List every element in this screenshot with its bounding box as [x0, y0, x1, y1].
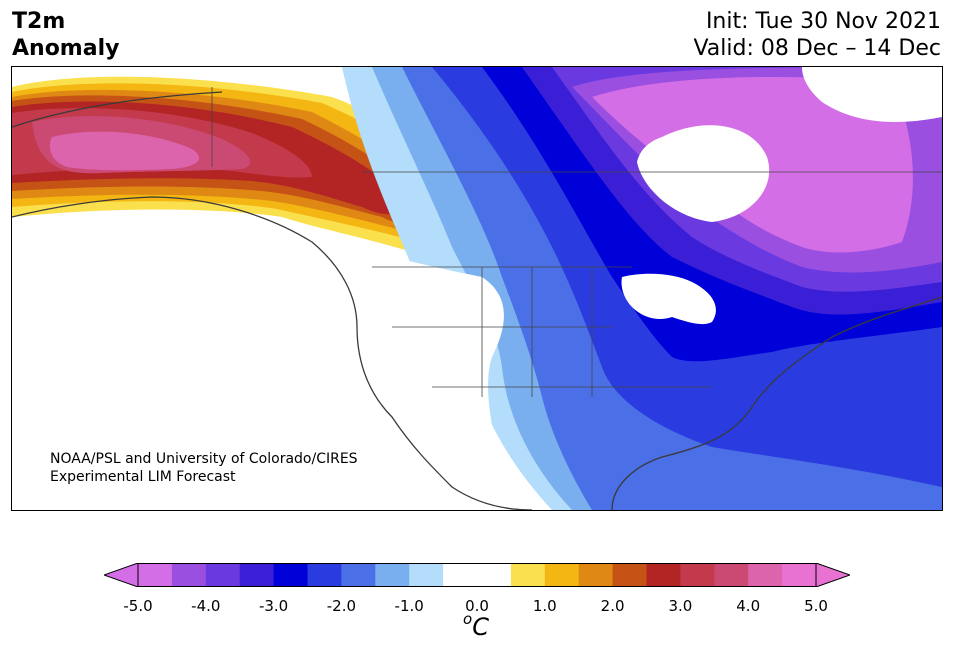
arctic-water	[802, 67, 942, 122]
colorbar-svg	[104, 563, 850, 587]
colorbar-unit: oC	[463, 610, 489, 641]
colorbar-segment	[510, 563, 546, 587]
colorbar-segment	[748, 563, 783, 587]
great-lakes	[621, 273, 716, 325]
map-title: T2m Anomaly	[12, 8, 119, 62]
colorbar-segment	[239, 563, 275, 587]
unit-label: C	[472, 613, 489, 641]
colorbar-segment	[273, 563, 308, 587]
map-canvas	[12, 67, 942, 510]
init-date: Init: Tue 30 Nov 2021	[705, 9, 941, 34]
colorbar-segment	[375, 563, 410, 587]
colorbar-segment	[443, 563, 478, 587]
colorbar-outline	[137, 563, 817, 587]
state-borders	[211, 87, 942, 397]
colorbar-tick-label: -3.0	[258, 597, 289, 615]
hudson-bay	[637, 125, 770, 222]
colorbar-tick-label: 0.0	[465, 597, 489, 615]
colorbar-segment	[782, 563, 817, 587]
colorbar-segment	[578, 563, 614, 587]
colorbar-segment	[341, 563, 376, 587]
colorbar-tick-label: -1.0	[394, 597, 424, 615]
credit-text: NOAA/PSL and University of Colorado/CIRE…	[50, 450, 358, 486]
credit-line-2: Experimental LIM Forecast	[50, 469, 236, 485]
coastlines	[12, 91, 942, 510]
colorbar-tick-label: 3.0	[668, 597, 693, 615]
valid-range: Valid: 08 Dec – 14 Dec	[693, 36, 941, 61]
colorbar-tick-label: 2.0	[600, 597, 625, 615]
forecast-dates: Init: Tue 30 Nov 2021 Valid: 08 Dec – 14…	[693, 8, 941, 62]
colorbar-tick-label: -4.0	[191, 597, 221, 615]
colorbar-segment	[544, 563, 580, 587]
colorbar-segment	[680, 563, 715, 587]
anomaly-map: NOAA/PSL and University of Colorado/CIRE…	[11, 66, 943, 511]
colorbar-tick-label: 5.0	[804, 597, 828, 615]
warm-anomaly-8c	[49, 131, 200, 171]
colorbar-segment	[205, 563, 241, 587]
colorbar-extend-high	[815, 563, 850, 587]
colorbar-extend-low	[104, 563, 139, 587]
colorbar-segment	[409, 563, 444, 587]
colorbar-tick-label: -5.0	[123, 597, 153, 615]
neutral-band	[352, 247, 512, 510]
colorbar-segment	[714, 563, 749, 587]
credit-line-1: NOAA/PSL and University of Colorado/CIRE…	[50, 451, 358, 467]
degree-symbol: o	[463, 610, 473, 628]
colorbar-tick-label: 1.0	[532, 597, 557, 615]
colorbar-tick-label: -2.0	[326, 597, 357, 615]
colorbar-segment	[171, 563, 207, 587]
colorbar-segment	[477, 563, 512, 587]
colorbar-segment	[307, 563, 342, 587]
colorbar-segment	[138, 563, 173, 587]
colorbar-segment	[612, 563, 647, 587]
title-variable: T2m	[12, 9, 66, 34]
colorbar	[104, 563, 850, 587]
colorbar-segment	[646, 563, 681, 587]
colorbar-tick-label: 4.0	[736, 597, 761, 615]
title-type: Anomaly	[12, 36, 120, 61]
